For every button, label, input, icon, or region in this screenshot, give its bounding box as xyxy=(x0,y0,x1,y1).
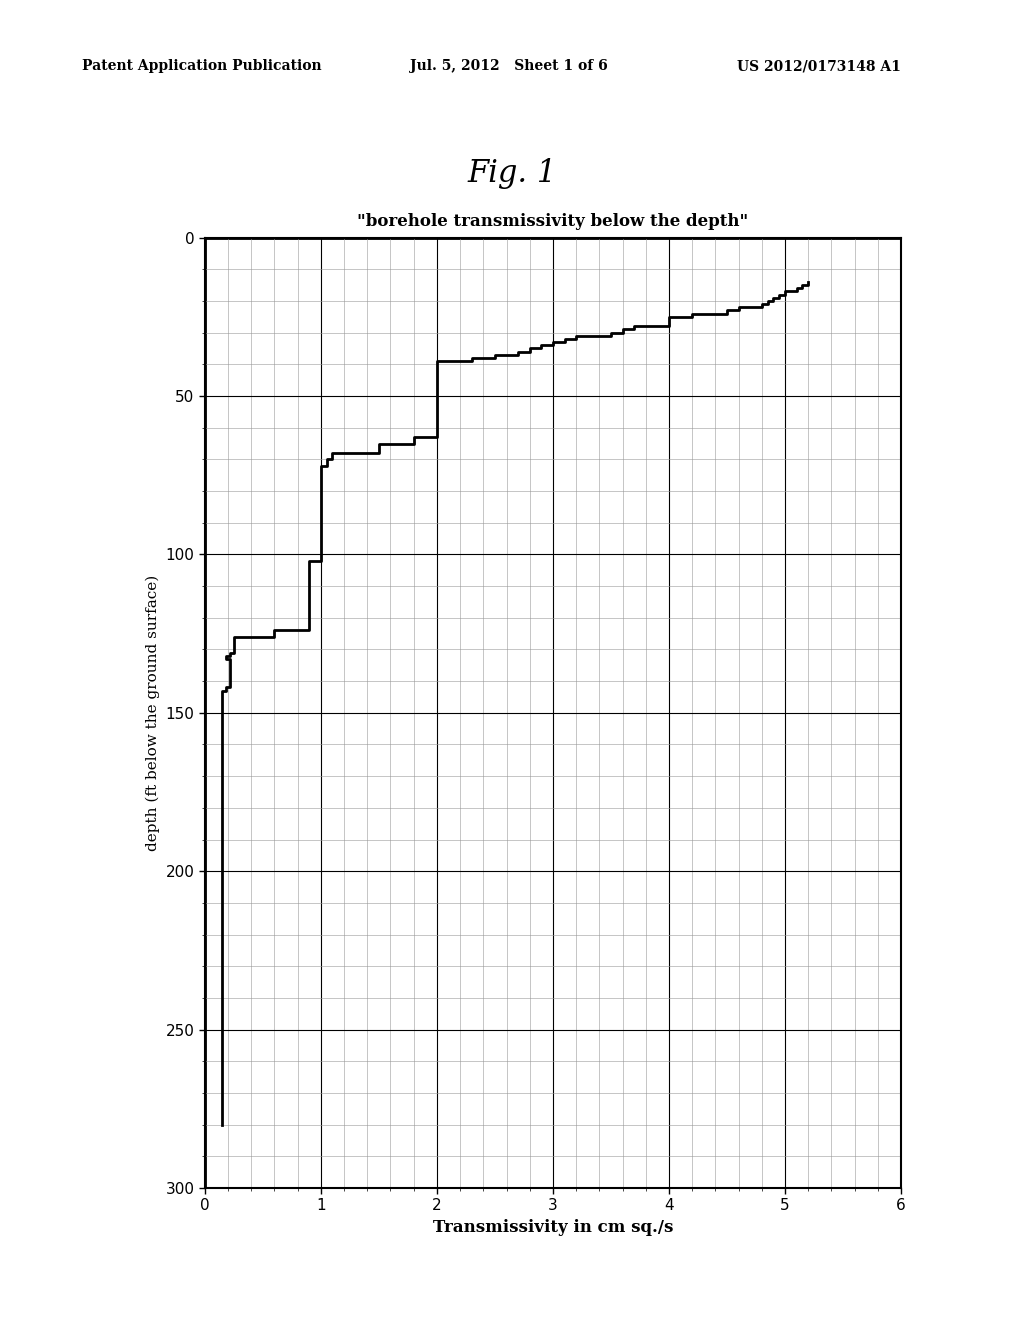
Text: Fig. 1: Fig. 1 xyxy=(467,158,557,189)
Title: "borehole transmissivity below the depth": "borehole transmissivity below the depth… xyxy=(357,214,749,231)
Y-axis label: depth (ft below the ground surface): depth (ft below the ground surface) xyxy=(145,574,160,851)
Text: Patent Application Publication: Patent Application Publication xyxy=(82,59,322,74)
X-axis label: Transmissivity in cm sq./s: Transmissivity in cm sq./s xyxy=(433,1218,673,1236)
Text: Jul. 5, 2012   Sheet 1 of 6: Jul. 5, 2012 Sheet 1 of 6 xyxy=(410,59,607,74)
Text: US 2012/0173148 A1: US 2012/0173148 A1 xyxy=(737,59,901,74)
Bar xyxy=(205,238,901,1188)
